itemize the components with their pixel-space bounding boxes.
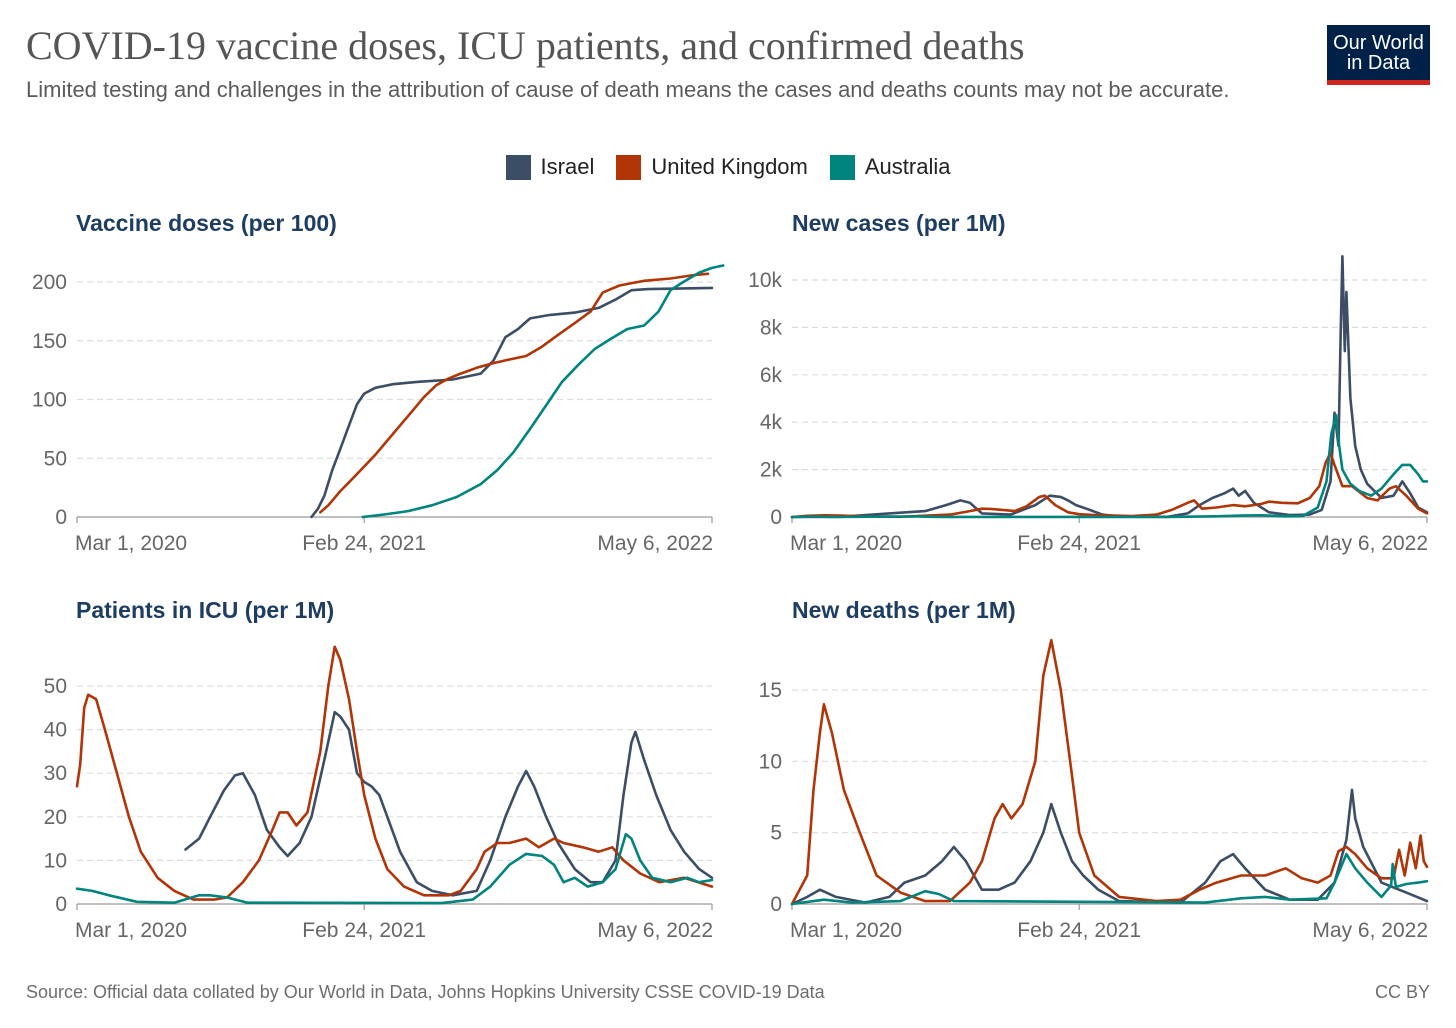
chart-title: COVID-19 vaccine doses, ICU patients, an… [26, 23, 1025, 68]
y-tick-label: 0 [770, 893, 782, 916]
series-line-united-kingdom [790, 451, 1429, 519]
y-tick-label: 20 [44, 806, 67, 829]
y-tick-label: 4k [760, 411, 783, 434]
y-tick-label: 100 [32, 389, 67, 412]
legend-swatch [505, 154, 531, 180]
source-note: Source: Official data collated by Our Wo… [26, 982, 825, 1002]
y-tick-label: 150 [32, 330, 67, 353]
series-line-israel [790, 254, 1429, 519]
panel-title-icu-patients: Patients in ICU (per 1M) [76, 597, 335, 623]
logo-line-2: in Data [1346, 52, 1411, 74]
y-tick-label: 5 [770, 822, 782, 845]
legend-swatch [829, 154, 855, 180]
series-line-australia [75, 832, 714, 905]
y-tick-label: 10 [759, 750, 782, 773]
y-tick-label: 8k [760, 316, 783, 339]
legend-label: Australia [864, 154, 951, 179]
legend: Israel United Kingdom Australia [0, 154, 1456, 180]
y-tick-label: 0 [55, 506, 67, 529]
legend-item-israel[interactable]: Israel [505, 154, 595, 180]
x-tick-label: Mar 1, 2020 [75, 919, 187, 942]
logo-line-1: Our World [1333, 32, 1424, 54]
x-tick-label: Feb 24, 2021 [302, 532, 426, 555]
legend-label: Israel [540, 154, 595, 179]
chart-subtitle: Limited testing and challenges in the at… [26, 77, 1230, 102]
x-tick-label: Mar 1, 2020 [790, 532, 902, 555]
y-tick-label: 50 [44, 675, 67, 698]
y-tick-label: 200 [32, 271, 67, 294]
series-line-united-kingdom [790, 638, 1429, 906]
legend-label: United Kingdom [651, 154, 808, 179]
x-tick-label: May 6, 2022 [1312, 532, 1428, 555]
y-tick-label: 0 [770, 506, 782, 529]
x-tick-label: Mar 1, 2020 [75, 532, 187, 555]
y-tick-label: 30 [44, 762, 67, 785]
series-line-australia [790, 413, 1429, 519]
license-link[interactable]: CC BY [1374, 982, 1430, 1002]
y-tick-label: 0 [55, 893, 67, 916]
series-line-australia [790, 852, 1429, 906]
y-tick-label: 10k [748, 269, 782, 292]
y-tick-label: 2k [760, 459, 783, 482]
y-tick-label: 6k [760, 364, 783, 387]
legend-item-australia[interactable]: Australia [829, 154, 951, 180]
panel-title-new-deaths: New deaths (per 1M) [792, 597, 1016, 623]
series-line-israel [184, 710, 714, 897]
series-line-israel [310, 286, 714, 519]
x-tick-label: Feb 24, 2021 [1017, 919, 1141, 942]
x-tick-label: Feb 24, 2021 [302, 919, 426, 942]
panel-title-vaccine-doses: Vaccine doses (per 100) [76, 210, 337, 236]
legend-item-united-kingdom[interactable]: United Kingdom [616, 154, 808, 180]
legend-swatch [616, 154, 642, 180]
series-line-australia [361, 264, 725, 519]
series-line-united-kingdom [75, 645, 714, 901]
y-tick-label: 10 [44, 849, 67, 872]
x-tick-label: May 6, 2022 [597, 919, 713, 942]
owid-logo[interactable]: Our World in Data [1327, 25, 1430, 85]
panel-title-new-cases: New cases (per 1M) [792, 210, 1006, 236]
x-tick-label: May 6, 2022 [597, 532, 713, 555]
x-tick-label: Feb 24, 2021 [1017, 532, 1141, 555]
y-tick-label: 15 [759, 679, 782, 702]
x-tick-label: May 6, 2022 [1312, 919, 1428, 942]
y-tick-label: 50 [44, 447, 67, 470]
series-line-united-kingdom [318, 272, 710, 514]
x-tick-label: Mar 1, 2020 [790, 919, 902, 942]
y-tick-label: 40 [44, 719, 67, 742]
